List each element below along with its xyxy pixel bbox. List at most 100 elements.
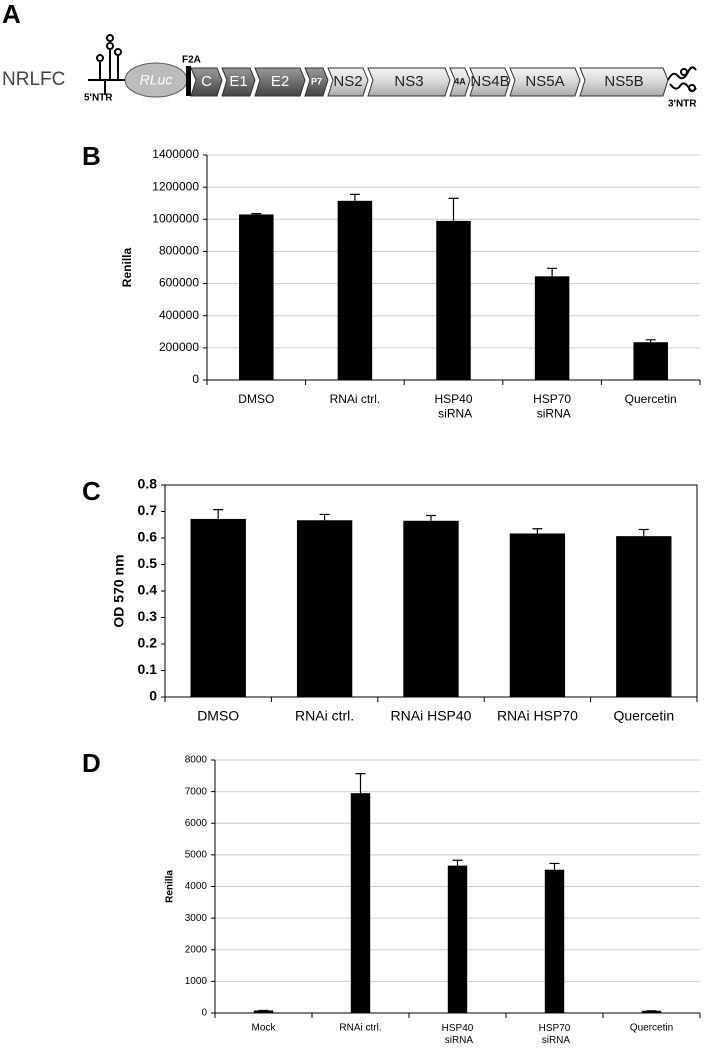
y-tick-label: 7000 [185,786,208,797]
segment-label: NS5A [525,73,564,90]
x-tick-label: RNAi HSP70 [497,708,578,724]
segment [509,67,581,97]
segment-label: C [201,73,212,90]
bar [337,200,373,380]
y-tick-label: 0 [192,372,199,386]
error-bar [448,197,459,221]
construct-name: NRLFC [2,69,65,90]
x-tick-label: Mock [252,1023,277,1034]
error-bar [532,528,543,534]
error-bar [355,772,366,794]
y-tick-label: 6000 [185,818,208,829]
y-axis-label: Renilla [165,870,176,903]
y-tick-label: 0.7 [138,502,158,518]
x-tick-label: RNAi HSP40 [391,708,472,724]
segment [449,67,471,97]
y-tick-label: 0.6 [138,529,158,545]
bar [544,869,565,1013]
segment [190,67,223,97]
error-bar [213,509,224,519]
x-tick-label: HSP40 siRNA [434,392,472,420]
y-tick-label: 3000 [185,913,208,924]
segment-label: NS2 [333,73,362,90]
error-bar [426,514,436,521]
y-axis-label: OD 570 nm [111,554,127,627]
panel-label: A [2,0,21,29]
y-tick-label: 0.5 [138,555,158,571]
x-tick-label: HSP70 siRNA [539,1023,571,1046]
error-bar [251,213,262,215]
panel-label: C [82,476,101,506]
x-tick-label: RNAi ctrl. [330,392,381,406]
bar [239,214,274,380]
segment-label: NS5B [604,73,643,90]
panel-label: B [82,141,101,171]
x-tick-label: HSP40 siRNA [442,1023,474,1046]
y-tick-label: 1400000 [152,147,199,161]
segment [254,67,306,97]
error-bar [547,267,558,277]
y-tick-label: 200000 [159,340,199,354]
y-tick-label: 400000 [159,308,199,322]
error-bar [645,339,656,343]
x-tick-label: Quercetin [625,392,677,406]
segment-label: NS3 [394,73,423,90]
error-bar [638,528,649,537]
utr-label: 5'NTR [84,93,113,104]
bar [616,536,672,697]
y-tick-label: 0 [201,1008,207,1019]
y-tick-label: 5000 [185,850,208,861]
error-bar [349,193,360,201]
segment-label: NS4B [470,73,509,90]
y-tick-label: 1000 [185,976,208,987]
panel-label: D [82,748,101,778]
f2a-label: F2A [182,55,201,66]
f2a-shape [186,66,191,96]
y-tick-label: 2000 [185,944,208,955]
segment [221,67,256,97]
segment-label: P7 [311,76,322,86]
x-tick-label: RNAi ctrl. [339,1023,381,1034]
y-axis-label: Renilla [120,248,134,288]
y-tick-label: 8000 [185,755,208,766]
bar [641,1010,662,1013]
x-tick-label: HSP70 siRNA [533,392,571,420]
rluc-label: RLuc [140,72,173,88]
three-utr-structure [667,66,697,92]
y-tick-label: 0.4 [138,582,158,598]
bar [447,865,468,1013]
bar [509,533,566,697]
bar [350,793,371,1013]
utr-label: 3'NTR [668,99,697,110]
y-tick-label: 0.2 [138,635,158,651]
segment [304,67,329,97]
x-tick-label: DMSO [238,392,274,406]
x-tick-label: Quercetin [613,708,674,724]
bar [633,342,668,380]
bar [403,520,459,697]
y-tick-label: 4000 [185,881,208,892]
segment-label: E2 [271,73,289,90]
bar [436,220,471,380]
segment [367,67,451,97]
x-tick-label: DMSO [197,708,239,724]
segment-label: 4A [454,76,466,86]
y-tick-label: 0 [149,688,157,704]
y-tick-label: 600000 [159,276,199,290]
segment [469,67,511,97]
segment [327,67,369,97]
y-tick-label: 0.1 [138,661,158,677]
x-tick-label: Quercetin [630,1023,673,1034]
error-bar [319,513,330,521]
y-tick-label: 1000000 [152,211,199,225]
y-tick-label: 800000 [159,244,199,258]
y-tick-label: 0.8 [138,476,158,492]
y-tick-label: 1200000 [152,179,199,193]
segment [579,67,669,97]
bar [253,1010,274,1013]
x-tick-label: RNAi ctrl. [295,708,354,724]
error-bar [452,859,463,866]
y-tick-label: 0.3 [138,608,158,624]
